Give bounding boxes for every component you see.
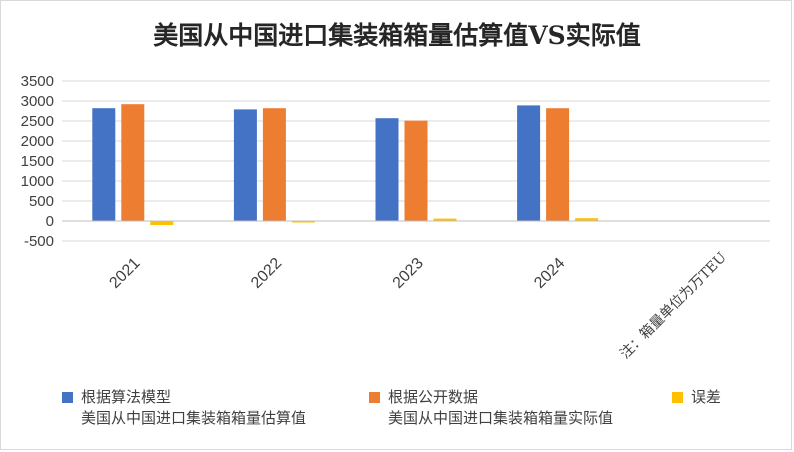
y-tick-label: 500 [29, 193, 54, 210]
x-tick-label: 2022 [248, 255, 285, 292]
x-tick-label: 2021 [106, 255, 143, 292]
legend-swatch-estimate [62, 392, 73, 403]
y-tick-label: 1500 [21, 153, 54, 170]
gridlines [62, 80, 770, 242]
legend-label-estimate: 根据算法模型 美国从中国进口集装箱箱量估算值 [81, 388, 307, 427]
legend-item-estimate: 根据算法模型 美国从中国进口集装箱箱量估算值 [62, 387, 306, 429]
bar-actual-2024 [546, 108, 570, 221]
bar-estimate-2022 [233, 109, 257, 221]
x-axis-tick-labels: 2021 2022 2023 2024 [106, 255, 568, 292]
y-tick-label: 0 [46, 213, 54, 230]
y-tick-label: 2500 [21, 113, 54, 130]
unit-annotation: 注：箱量单位为万TEU [617, 249, 730, 362]
y-axis-tick-labels: 3500 3000 2500 2000 1500 1000 500 0 -500 [21, 73, 54, 250]
legend-item-error: 误差 [672, 387, 721, 408]
x-tick-label: 2024 [531, 255, 568, 292]
bar-error-2022 [291, 221, 315, 223]
bar-actual-2021 [121, 104, 145, 221]
bar-estimate-2021 [92, 108, 116, 221]
legend-swatch-actual [369, 392, 380, 403]
legend-swatch-error [672, 392, 683, 403]
chart-title: 美国从中国进口集装箱箱量估算值VS实际值 [153, 21, 640, 50]
bar-actual-2023 [404, 120, 428, 221]
y-tick-label: -500 [24, 233, 54, 250]
bar-actual-2022 [262, 108, 286, 221]
bar-estimate-2024 [517, 105, 541, 221]
legend-label-error: 误差 [691, 388, 722, 406]
y-tick-label: 3000 [21, 93, 54, 110]
y-tick-label: 3500 [21, 73, 54, 90]
x-tick-label: 2023 [390, 255, 427, 292]
bar-error-2021 [150, 221, 174, 225]
bar-error-2023 [433, 218, 457, 221]
y-tick-label: 1000 [21, 173, 54, 190]
bars [92, 104, 599, 225]
bar-error-2024 [575, 218, 599, 221]
bar-estimate-2023 [375, 118, 399, 221]
legend-item-actual: 根据公开数据 美国从中国进口集装箱箱量实际值 [369, 387, 613, 429]
y-tick-label: 2000 [21, 133, 54, 150]
legend-label-actual: 根据公开数据 美国从中国进口集装箱箱量实际值 [388, 388, 614, 427]
